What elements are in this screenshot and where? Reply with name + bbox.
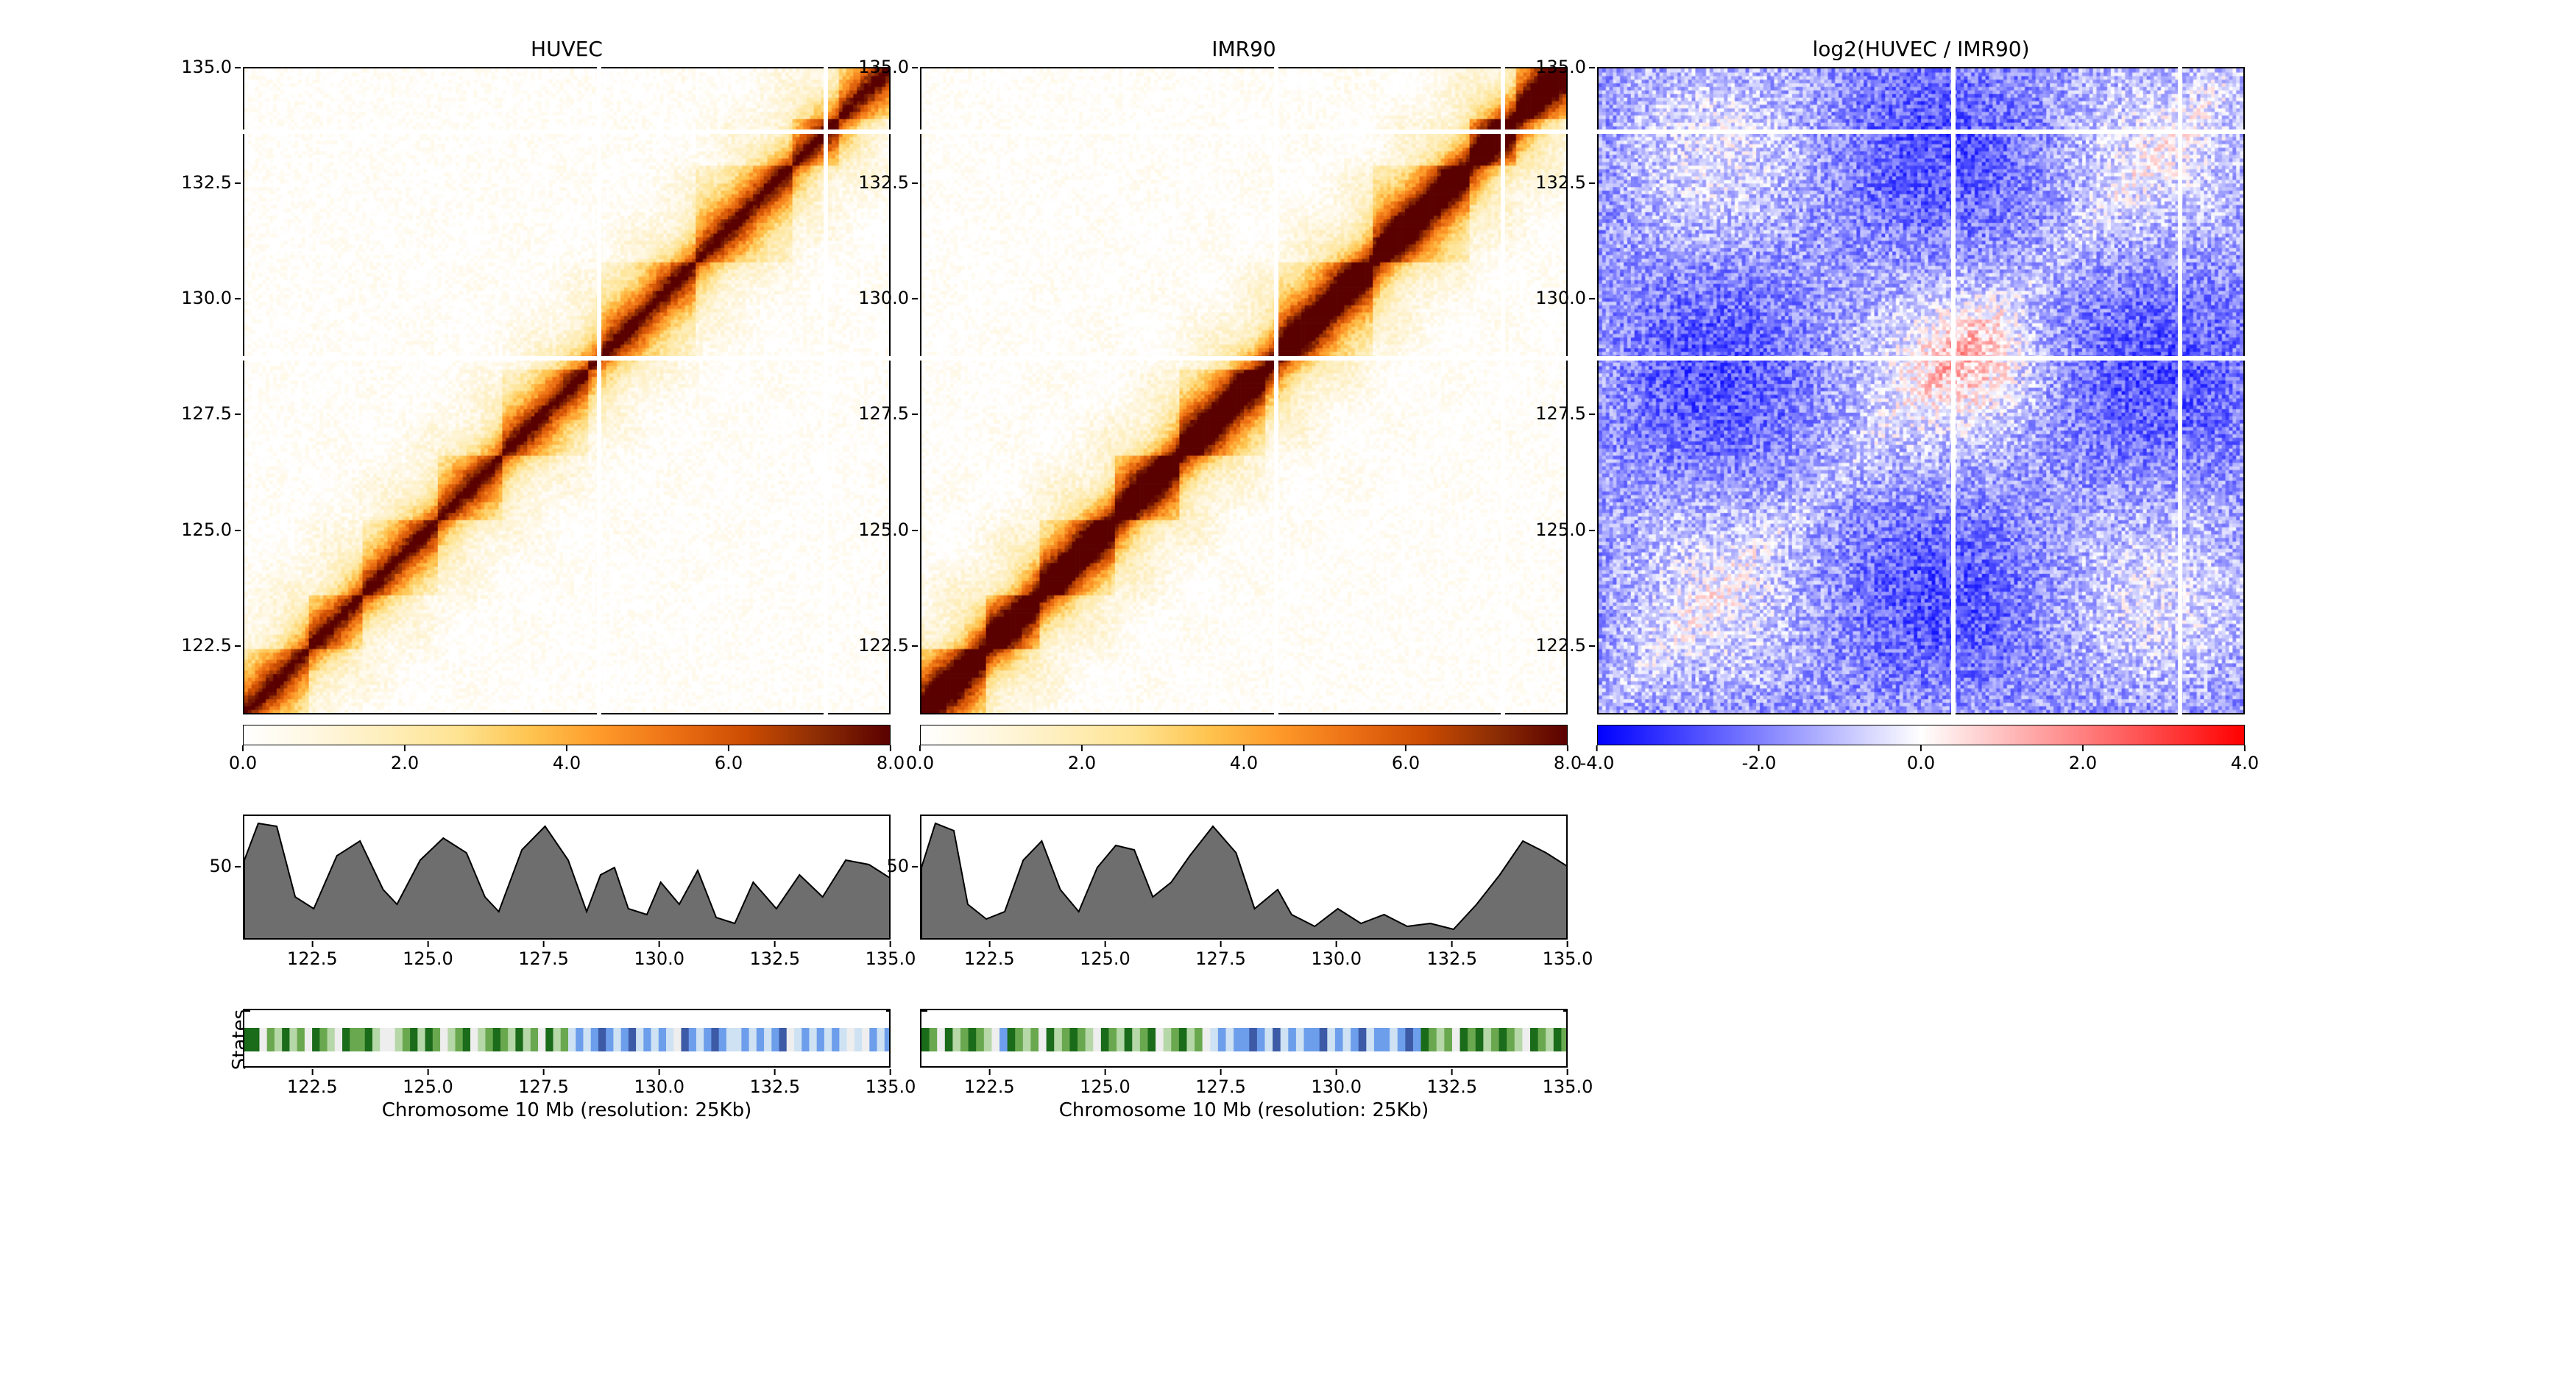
cbar-tick: 0.0: [229, 753, 257, 773]
cbar-tick: 6.0: [715, 753, 743, 773]
cbar-tick: 0.0: [906, 753, 934, 773]
ytick: 132.5: [858, 172, 909, 193]
ytick: 135.0: [181, 57, 232, 77]
ytick: 130.0: [181, 288, 232, 308]
cbar-tick: 4.0: [1230, 753, 1258, 773]
colorbar-ticks-ratio: -4.0-2.00.02.04.0: [1597, 748, 2245, 774]
xtick: 127.5: [1195, 948, 1246, 969]
cbar-tick: 2.0: [391, 753, 419, 773]
title-huvec: HUVEC: [243, 37, 891, 61]
states-track-huvec: [243, 1009, 891, 1068]
cbar-tick: 0.0: [1907, 753, 1935, 773]
states-panel-huvec: States 122.5125.0127.5130.0132.5135.0 Ch…: [243, 1009, 891, 1121]
colorbar-imr90: [920, 725, 1568, 745]
ytick: 125.0: [181, 519, 232, 540]
panel-huvec: HUVEC log2(interaction matrix) - chr10 M…: [243, 37, 891, 774]
xtick: 135.0: [1543, 1076, 1593, 1097]
repliseq-yticks-imr90: 50: [854, 815, 916, 940]
repliseq-xticks-imr90: 122.5125.0127.5130.0132.5135.0: [920, 943, 1568, 968]
xtick: 125.0: [403, 1076, 453, 1097]
ytick: 132.5: [181, 172, 232, 193]
xtick: 125.0: [403, 948, 453, 969]
ytick: 130.0: [858, 288, 909, 308]
yticks-imr90: 122.5125.0127.5130.0132.5135.0: [854, 67, 916, 714]
states-xticks-huvec: 122.5125.0127.5130.0132.5135.0: [243, 1071, 891, 1096]
ytick: 127.5: [858, 403, 909, 424]
repliseq-panel-imr90: 50 122.5125.0127.5130.0132.5135.0: [920, 815, 1568, 968]
ytick: 127.5: [181, 403, 232, 424]
panel-imr90: IMR90 122.5125.0127.5130.0132.5135.0 0.0…: [920, 37, 1568, 774]
ytick: 135.0: [858, 57, 909, 77]
states-track-imr90: [920, 1009, 1568, 1068]
ytick: 130.0: [1535, 288, 1586, 308]
ytick: 125.0: [1535, 519, 1586, 540]
ytick: 50: [209, 856, 232, 876]
panel-ratio: log2(HUVEC / IMR90) 122.5125.0127.5130.0…: [1597, 37, 2245, 774]
xtick: 127.5: [518, 1076, 569, 1097]
cbar-tick: 2.0: [2069, 753, 2097, 773]
repliseq-row: RepliSeq 50 122.5125.0127.5130.0132.5135…: [243, 815, 2377, 968]
cbar-tick: -2.0: [1742, 753, 1777, 773]
repliseq-panel-empty: [1597, 815, 2245, 968]
repliseq-panel-huvec: RepliSeq 50 122.5125.0127.5130.0132.5135…: [243, 815, 891, 968]
cbar-tick: 4.0: [2231, 753, 2259, 773]
xtick: 130.0: [1311, 1076, 1362, 1097]
cbar-tick: 8.0: [1554, 753, 1582, 773]
xtick: 122.5: [287, 948, 338, 969]
cbar-tick: 4.0: [553, 753, 581, 773]
xtick: 130.0: [634, 948, 684, 969]
cbar-tick: 6.0: [1392, 753, 1420, 773]
xtick: 132.5: [1426, 1076, 1477, 1097]
heatmap-row: HUVEC log2(interaction matrix) - chr10 M…: [243, 37, 2377, 774]
xtick: 127.5: [1195, 1076, 1246, 1097]
xtick: 127.5: [518, 948, 569, 969]
title-imr90: IMR90: [920, 37, 1568, 61]
heatmap-huvec: [243, 67, 891, 714]
xlabel-huvec: Chromosome 10 Mb (resolution: 25Kb): [243, 1099, 891, 1121]
states-panel-empty: [1597, 1009, 2245, 1121]
xtick: 135.0: [866, 1076, 916, 1097]
xtick: 125.0: [1080, 948, 1130, 969]
cbar-tick: 8.0: [877, 753, 905, 773]
xtick: 132.5: [1426, 948, 1477, 969]
states-xticks-imr90: 122.5125.0127.5130.0132.5135.0: [920, 1071, 1568, 1096]
ytick: 132.5: [1535, 172, 1586, 193]
ytick: 122.5: [181, 635, 232, 656]
xtick: 130.0: [1311, 948, 1362, 969]
repliseq-track-huvec: [243, 815, 891, 940]
repliseq-yticks-huvec: 50: [177, 815, 239, 940]
xtick: 125.0: [1080, 1076, 1130, 1097]
xtick: 122.5: [964, 948, 1015, 969]
xtick: 132.5: [749, 1076, 800, 1097]
cbar-tick: -4.0: [1580, 753, 1615, 773]
ytick: 50: [886, 856, 909, 876]
repliseq-xticks-huvec: 122.5125.0127.5130.0132.5135.0: [243, 943, 891, 968]
ytick: 125.0: [858, 519, 909, 540]
ytick: 122.5: [858, 635, 909, 656]
xtick: 122.5: [964, 1076, 1015, 1097]
cbar-tick: 2.0: [1068, 753, 1096, 773]
colorbar-huvec: [243, 725, 891, 745]
repliseq-track-imr90: [920, 815, 1568, 940]
ytick: 135.0: [1535, 57, 1586, 77]
heatmap-ratio: [1597, 67, 2245, 714]
yticks-huvec: 122.5125.0127.5130.0132.5135.0: [177, 67, 239, 714]
ytick: 127.5: [1535, 403, 1586, 424]
xtick: 135.0: [866, 948, 916, 969]
colorbar-ticks-huvec: 0.02.04.06.08.0: [243, 748, 891, 774]
title-ratio: log2(HUVEC / IMR90): [1597, 37, 2245, 61]
ytick: 122.5: [1535, 635, 1586, 656]
xtick: 132.5: [749, 948, 800, 969]
yticks-ratio: 122.5125.0127.5130.0132.5135.0: [1531, 67, 1593, 714]
figure-root: HUVEC log2(interaction matrix) - chr10 M…: [243, 37, 2377, 1361]
xtick: 122.5: [287, 1076, 338, 1097]
xtick: 135.0: [1543, 948, 1593, 969]
xtick: 130.0: [634, 1076, 684, 1097]
colorbar-ratio: [1597, 725, 2245, 745]
colorbar-ticks-imr90: 0.02.04.06.08.0: [920, 748, 1568, 774]
heatmap-imr90: [920, 67, 1568, 714]
xlabel-imr90: Chromosome 10 Mb (resolution: 25Kb): [920, 1099, 1568, 1121]
states-panel-imr90: 122.5125.0127.5130.0132.5135.0 Chromosom…: [920, 1009, 1568, 1121]
states-row: States 122.5125.0127.5130.0132.5135.0 Ch…: [243, 1009, 2377, 1121]
